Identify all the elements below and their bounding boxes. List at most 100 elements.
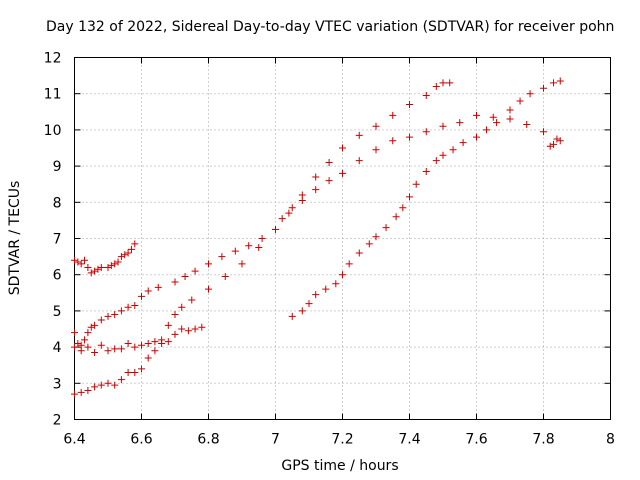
data-point-marker (138, 365, 145, 373)
data-point-marker (339, 144, 346, 152)
data-point-marker (97, 381, 105, 389)
data-point-marker (71, 390, 78, 398)
data-point-marker (422, 92, 430, 100)
y-tick-label: 6 (53, 268, 62, 284)
data-point-marker (546, 142, 554, 150)
data-point-marker (339, 271, 346, 279)
data-point-marker (406, 101, 413, 109)
data-point-marker (104, 312, 112, 320)
data-point-marker (74, 258, 82, 266)
data-point-marker (392, 213, 400, 221)
data-point-marker (489, 113, 497, 121)
data-point-marker (131, 240, 139, 248)
data-point-marker (439, 151, 447, 159)
data-point-marker (540, 128, 547, 136)
data-point-marker (446, 79, 454, 87)
data-point-marker (355, 157, 363, 165)
data-point-marker (117, 345, 125, 353)
y-tick-label: 2 (53, 413, 62, 429)
data-point-marker (71, 256, 78, 264)
data-point-marker (104, 379, 112, 387)
data-point-marker (158, 336, 166, 344)
data-point-marker (71, 343, 78, 351)
data-point-marker (439, 122, 447, 130)
data-point-marker (121, 251, 129, 259)
data-point-marker (77, 260, 85, 268)
x-axis-label: GPS time / hours (281, 458, 398, 474)
x-tick-label: 6.4 (63, 432, 85, 448)
x-tick-label: 7.2 (331, 432, 353, 448)
data-point-marker (151, 338, 159, 346)
data-point-marker (449, 146, 457, 154)
data-point-marker (171, 311, 179, 319)
data-point-marker (71, 329, 78, 337)
data-point-marker (87, 323, 95, 331)
data-point-marker (104, 347, 112, 355)
y-tick-label: 10 (44, 123, 62, 139)
chart-title: Day 132 of 2022, Sidereal Day-to-day VTE… (46, 19, 614, 35)
data-point-marker (432, 157, 440, 165)
data-point-marker (138, 292, 145, 300)
data-point-marker (355, 249, 363, 257)
data-point-marker (77, 347, 85, 355)
data-point-marker (97, 316, 105, 324)
data-point-marker (238, 260, 246, 268)
data-point-marker (231, 247, 239, 255)
data-point-marker (406, 193, 413, 201)
data-point-marker (117, 253, 125, 261)
data-point-marker (332, 280, 340, 288)
data-point-marker (191, 267, 199, 275)
data-point-marker (288, 204, 296, 212)
data-point-marker (181, 273, 189, 281)
data-point-marker (94, 265, 102, 273)
data-point-marker (285, 209, 293, 217)
data-point-marker (550, 140, 558, 148)
data-point-marker (178, 303, 186, 311)
data-point-marker (372, 146, 380, 154)
data-point-marker (117, 376, 125, 384)
data-point-marker (178, 325, 186, 333)
data-point-marker (81, 256, 89, 264)
data-point-marker (439, 79, 447, 87)
data-point-marker (456, 119, 464, 127)
data-point-marker (84, 387, 92, 395)
x-axis: 6.4 6.6 6.8 7 7.2 7.4 7.6 7.8 8 (63, 57, 615, 448)
x-tick-label: 6.6 (130, 432, 152, 448)
data-point-marker (483, 126, 491, 134)
data-point-marker (188, 296, 196, 304)
data-point-marker (526, 90, 534, 98)
data-point-marker (278, 215, 286, 223)
data-point-marker (154, 283, 162, 291)
data-point-marker (97, 341, 105, 349)
data-point-marker (131, 343, 139, 351)
y-tick-label: 7 (53, 232, 62, 248)
y-axis: 2 3 4 5 6 7 8 9 10 11 12 (44, 51, 611, 429)
data-point-marker (412, 180, 420, 188)
data-point-marker (144, 287, 152, 295)
x-tick-label: 6.8 (197, 432, 219, 448)
data-point-marker (389, 111, 397, 119)
data-point-marker (389, 137, 397, 145)
data-point-marker (205, 285, 212, 293)
data-point-marker (124, 368, 132, 376)
data-point-marker (91, 383, 99, 391)
data-point-marker (272, 225, 279, 233)
data-point-marker (305, 300, 313, 308)
x-tick-label: 7.6 (465, 432, 487, 448)
data-point-marker (107, 262, 115, 270)
data-point-marker (406, 133, 413, 141)
data-point-marker (355, 131, 363, 139)
data-point-marker (556, 137, 564, 145)
data-point-marker (506, 115, 514, 123)
series-arc-a (71, 240, 139, 277)
data-point-marker (198, 323, 206, 331)
data-point-marker (372, 122, 380, 130)
data-point-marker (325, 158, 333, 166)
data-point-marker (117, 307, 125, 315)
data-point-marker (74, 339, 82, 347)
data-point-marker (111, 381, 119, 389)
data-point-marker (432, 82, 440, 90)
data-point-marker (459, 139, 467, 147)
data-point-marker (312, 291, 320, 299)
